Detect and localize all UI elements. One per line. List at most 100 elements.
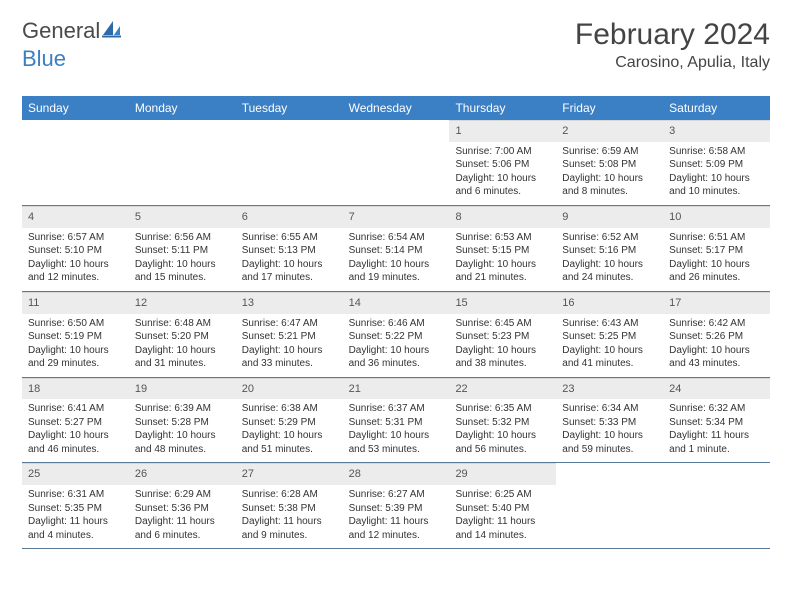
calendar-weeks: 1Sunrise: 7:00 AMSunset: 5:06 PMDaylight… [22, 120, 770, 549]
calendar-day-cell: 19Sunrise: 6:39 AMSunset: 5:28 PMDayligh… [129, 378, 236, 463]
calendar-day-cell: 6Sunrise: 6:55 AMSunset: 5:13 PMDaylight… [236, 206, 343, 291]
logo-sail-icon [102, 18, 122, 44]
day-body [663, 487, 770, 494]
day-number [22, 120, 129, 142]
calendar-day-cell [129, 120, 236, 205]
daylight-text-1: Daylight: 10 hours [28, 429, 123, 443]
calendar-day-cell: 1Sunrise: 7:00 AMSunset: 5:06 PMDaylight… [449, 120, 556, 205]
day-number: 4 [22, 206, 129, 228]
daylight-text-1: Daylight: 11 hours [349, 515, 444, 529]
daylight-text-1: Daylight: 11 hours [669, 429, 764, 443]
day-number: 10 [663, 206, 770, 228]
day-body: Sunrise: 6:41 AMSunset: 5:27 PMDaylight:… [22, 401, 129, 462]
weekday-label: Saturday [663, 96, 770, 120]
calendar-day-cell: 10Sunrise: 6:51 AMSunset: 5:17 PMDayligh… [663, 206, 770, 291]
calendar-day-cell [343, 120, 450, 205]
sunset-text: Sunset: 5:40 PM [455, 502, 550, 516]
sunset-text: Sunset: 5:38 PM [242, 502, 337, 516]
day-body: Sunrise: 6:37 AMSunset: 5:31 PMDaylight:… [343, 401, 450, 462]
daylight-text-1: Daylight: 10 hours [562, 258, 657, 272]
sunrise-text: Sunrise: 6:57 AM [28, 231, 123, 245]
sunrise-text: Sunrise: 6:52 AM [562, 231, 657, 245]
sunrise-text: Sunrise: 6:29 AM [135, 488, 230, 502]
daylight-text-2: and 51 minutes. [242, 443, 337, 457]
sunrise-text: Sunrise: 6:47 AM [242, 317, 337, 331]
day-body: Sunrise: 6:57 AMSunset: 5:10 PMDaylight:… [22, 230, 129, 291]
calendar-week-row: 4Sunrise: 6:57 AMSunset: 5:10 PMDaylight… [22, 206, 770, 292]
weekday-label: Thursday [449, 96, 556, 120]
calendar-day-cell: 22Sunrise: 6:35 AMSunset: 5:32 PMDayligh… [449, 378, 556, 463]
daylight-text-1: Daylight: 10 hours [455, 344, 550, 358]
day-body: Sunrise: 6:42 AMSunset: 5:26 PMDaylight:… [663, 316, 770, 377]
sunset-text: Sunset: 5:11 PM [135, 244, 230, 258]
sunrise-text: Sunrise: 6:53 AM [455, 231, 550, 245]
day-body: Sunrise: 7:00 AMSunset: 5:06 PMDaylight:… [449, 144, 556, 205]
sunset-text: Sunset: 5:29 PM [242, 416, 337, 430]
daylight-text-2: and 14 minutes. [455, 529, 550, 543]
daylight-text-2: and 17 minutes. [242, 271, 337, 285]
day-number: 22 [449, 378, 556, 400]
sunrise-text: Sunrise: 6:32 AM [669, 402, 764, 416]
daylight-text-2: and 4 minutes. [28, 529, 123, 543]
day-body: Sunrise: 6:51 AMSunset: 5:17 PMDaylight:… [663, 230, 770, 291]
sunrise-text: Sunrise: 6:56 AM [135, 231, 230, 245]
daylight-text-2: and 48 minutes. [135, 443, 230, 457]
sunset-text: Sunset: 5:28 PM [135, 416, 230, 430]
day-body: Sunrise: 6:32 AMSunset: 5:34 PMDaylight:… [663, 401, 770, 462]
calendar-day-cell: 26Sunrise: 6:29 AMSunset: 5:36 PMDayligh… [129, 463, 236, 548]
daylight-text-1: Daylight: 10 hours [669, 258, 764, 272]
day-body: Sunrise: 6:25 AMSunset: 5:40 PMDaylight:… [449, 487, 556, 548]
calendar-week-row: 11Sunrise: 6:50 AMSunset: 5:19 PMDayligh… [22, 292, 770, 378]
day-number [343, 120, 450, 142]
daylight-text-1: Daylight: 10 hours [562, 429, 657, 443]
sunset-text: Sunset: 5:23 PM [455, 330, 550, 344]
calendar-day-cell: 18Sunrise: 6:41 AMSunset: 5:27 PMDayligh… [22, 378, 129, 463]
calendar-day-cell: 7Sunrise: 6:54 AMSunset: 5:14 PMDaylight… [343, 206, 450, 291]
day-number: 18 [22, 378, 129, 400]
day-number: 9 [556, 206, 663, 228]
weekday-label: Tuesday [236, 96, 343, 120]
sunset-text: Sunset: 5:33 PM [562, 416, 657, 430]
weekday-label: Monday [129, 96, 236, 120]
daylight-text-1: Daylight: 10 hours [349, 258, 444, 272]
daylight-text-1: Daylight: 10 hours [562, 344, 657, 358]
sunset-text: Sunset: 5:26 PM [669, 330, 764, 344]
calendar-day-cell: 5Sunrise: 6:56 AMSunset: 5:11 PMDaylight… [129, 206, 236, 291]
day-number: 17 [663, 292, 770, 314]
daylight-text-2: and 56 minutes. [455, 443, 550, 457]
daylight-text-1: Daylight: 10 hours [455, 429, 550, 443]
location: Carosino, Apulia, Italy [575, 54, 770, 72]
sunset-text: Sunset: 5:35 PM [28, 502, 123, 516]
day-body: Sunrise: 6:47 AMSunset: 5:21 PMDaylight:… [236, 316, 343, 377]
daylight-text-2: and 38 minutes. [455, 357, 550, 371]
daylight-text-2: and 46 minutes. [28, 443, 123, 457]
sunset-text: Sunset: 5:13 PM [242, 244, 337, 258]
sunrise-text: Sunrise: 6:54 AM [349, 231, 444, 245]
day-number [556, 463, 663, 485]
day-number: 29 [449, 463, 556, 485]
sunrise-text: Sunrise: 6:59 AM [562, 145, 657, 159]
daylight-text-2: and 9 minutes. [242, 529, 337, 543]
calendar-day-cell: 14Sunrise: 6:46 AMSunset: 5:22 PMDayligh… [343, 292, 450, 377]
title-block: February 2024 Carosino, Apulia, Italy [575, 18, 770, 72]
calendar-day-cell: 28Sunrise: 6:27 AMSunset: 5:39 PMDayligh… [343, 463, 450, 548]
day-number: 5 [129, 206, 236, 228]
sunrise-text: Sunrise: 6:42 AM [669, 317, 764, 331]
sunrise-text: Sunrise: 6:31 AM [28, 488, 123, 502]
day-body [556, 487, 663, 494]
daylight-text-2: and 19 minutes. [349, 271, 444, 285]
sunset-text: Sunset: 5:27 PM [28, 416, 123, 430]
daylight-text-1: Daylight: 10 hours [242, 344, 337, 358]
day-body: Sunrise: 6:55 AMSunset: 5:13 PMDaylight:… [236, 230, 343, 291]
day-body: Sunrise: 6:50 AMSunset: 5:19 PMDaylight:… [22, 316, 129, 377]
sunrise-text: Sunrise: 6:25 AM [455, 488, 550, 502]
daylight-text-2: and 59 minutes. [562, 443, 657, 457]
calendar-day-cell: 12Sunrise: 6:48 AMSunset: 5:20 PMDayligh… [129, 292, 236, 377]
calendar-day-cell: 29Sunrise: 6:25 AMSunset: 5:40 PMDayligh… [449, 463, 556, 548]
daylight-text-1: Daylight: 10 hours [669, 172, 764, 186]
logo-text-2: Blue [22, 46, 66, 72]
day-number: 25 [22, 463, 129, 485]
day-number: 20 [236, 378, 343, 400]
daylight-text-2: and 24 minutes. [562, 271, 657, 285]
weekday-label: Sunday [22, 96, 129, 120]
